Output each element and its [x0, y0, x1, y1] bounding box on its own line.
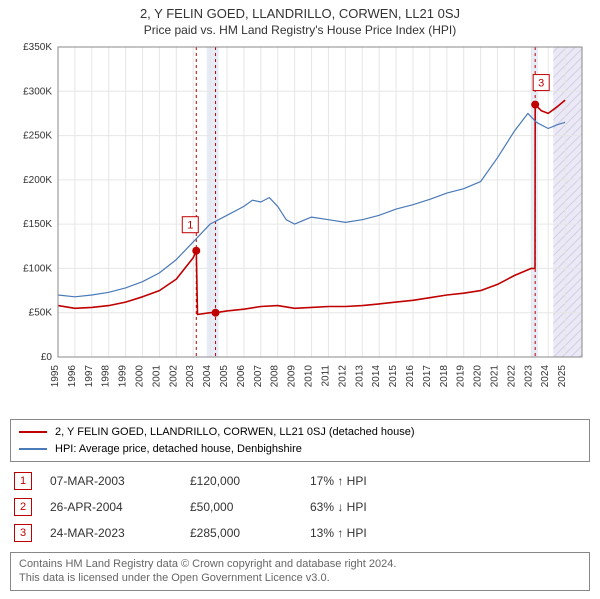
- chart-title: 2, Y FELIN GOED, LLANDRILLO, CORWEN, LL2…: [10, 6, 590, 21]
- svg-text:2007: 2007: [253, 365, 264, 388]
- svg-text:2025: 2025: [557, 365, 568, 388]
- chart-plot-area: £0 £50K £100K £150K £200K £250K £300K £350K 1995…: [10, 43, 590, 413]
- svg-text:2015: 2015: [388, 365, 399, 388]
- svg-text:1: 1: [187, 220, 193, 232]
- legend-item: HPI: Average price, detached house, Denb…: [19, 441, 581, 458]
- legend-label: 2, Y FELIN GOED, LLANDRILLO, CORWEN, LL2…: [55, 424, 415, 441]
- svg-text:1997: 1997: [84, 365, 95, 388]
- footer-line2: This data is licensed under the Open Gov…: [19, 571, 581, 585]
- legend-swatch: [19, 448, 47, 450]
- svg-text:£0: £0: [41, 352, 53, 363]
- legend-box: 2, Y FELIN GOED, LLANDRILLO, CORWEN, LL2…: [10, 419, 590, 462]
- event-delta: 13% ↑ HPI: [310, 526, 450, 540]
- svg-text:2024: 2024: [540, 365, 551, 388]
- legend-swatch: [19, 431, 47, 433]
- event-price: £50,000: [190, 500, 310, 514]
- svg-text:2012: 2012: [337, 365, 348, 388]
- chart-subtitle: Price paid vs. HM Land Registry's House …: [10, 23, 590, 37]
- event-price: £120,000: [190, 474, 310, 488]
- event-date: 24-MAR-2023: [50, 526, 190, 540]
- event-marker-box: 2: [14, 498, 32, 516]
- svg-text:2000: 2000: [135, 365, 146, 388]
- event-row: 2 26-APR-2004£50,00063% ↓ HPI: [10, 494, 590, 520]
- event-marker-box: 1: [14, 472, 32, 490]
- event-date: 26-APR-2004: [50, 500, 190, 514]
- svg-text:£350K: £350K: [23, 43, 52, 53]
- event-date: 07-MAR-2003: [50, 474, 190, 488]
- svg-text:2004: 2004: [202, 365, 213, 388]
- event-delta: 17% ↑ HPI: [310, 474, 450, 488]
- svg-text:3: 3: [538, 78, 544, 90]
- svg-text:1995: 1995: [50, 365, 61, 388]
- svg-text:2013: 2013: [354, 365, 365, 388]
- svg-text:1996: 1996: [67, 365, 78, 388]
- svg-text:2020: 2020: [473, 365, 484, 388]
- svg-text:2008: 2008: [270, 365, 281, 388]
- footer-line1: Contains HM Land Registry data © Crown c…: [19, 557, 581, 571]
- svg-text:£50K: £50K: [29, 308, 53, 319]
- svg-text:2014: 2014: [371, 365, 382, 388]
- svg-text:2022: 2022: [506, 365, 517, 388]
- svg-text:2019: 2019: [456, 365, 467, 388]
- svg-text:2011: 2011: [320, 365, 331, 387]
- event-price: £285,000: [190, 526, 310, 540]
- svg-text:2005: 2005: [219, 365, 230, 388]
- svg-text:2006: 2006: [236, 365, 247, 388]
- svg-text:2003: 2003: [185, 365, 196, 388]
- svg-text:£100K: £100K: [23, 263, 52, 274]
- svg-text:£150K: £150K: [23, 219, 52, 230]
- footer-note: Contains HM Land Registry data © Crown c…: [10, 552, 590, 591]
- events-table: 1 07-MAR-2003£120,00017% ↑ HPI 2 26-APR-200…: [10, 468, 590, 546]
- event-row: 3 24-MAR-2023£285,00013% ↑ HPI: [10, 520, 590, 546]
- svg-text:2018: 2018: [439, 365, 450, 388]
- chart-svg: £0 £50K £100K £150K £200K £250K £300K £350K 1995…: [10, 43, 590, 413]
- svg-text:£300K: £300K: [23, 86, 52, 97]
- svg-text:2009: 2009: [287, 365, 298, 388]
- svg-text:1999: 1999: [118, 365, 129, 388]
- svg-text:2016: 2016: [405, 365, 416, 388]
- event-row: 1 07-MAR-2003£120,00017% ↑ HPI: [10, 468, 590, 494]
- svg-text:2021: 2021: [489, 365, 500, 388]
- svg-text:£250K: £250K: [23, 131, 52, 142]
- svg-text:£200K: £200K: [23, 175, 52, 186]
- svg-text:2002: 2002: [168, 365, 179, 388]
- event-marker-box: 3: [14, 524, 32, 542]
- legend-item: 2, Y FELIN GOED, LLANDRILLO, CORWEN, LL2…: [19, 424, 581, 441]
- svg-text:2023: 2023: [523, 365, 534, 388]
- chart-container: 2, Y FELIN GOED, LLANDRILLO, CORWEN, LL2…: [0, 0, 600, 599]
- svg-text:2010: 2010: [304, 365, 315, 388]
- svg-text:1998: 1998: [101, 365, 112, 388]
- svg-text:2017: 2017: [422, 365, 433, 388]
- event-delta: 63% ↓ HPI: [310, 500, 450, 514]
- legend-label: HPI: Average price, detached house, Denb…: [55, 441, 302, 458]
- svg-text:2001: 2001: [151, 365, 162, 388]
